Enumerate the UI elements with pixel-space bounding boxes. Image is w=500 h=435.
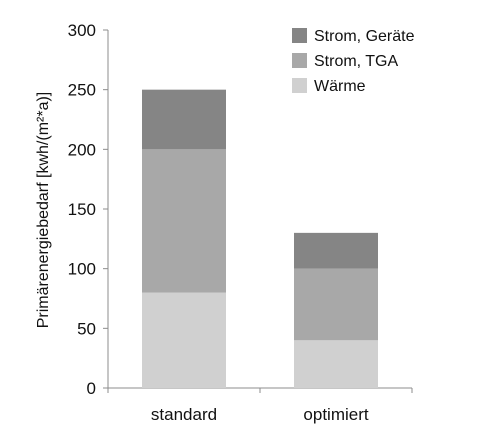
bar-segment-standard-1 — [142, 149, 226, 293]
y-tick-label: 200 — [68, 140, 96, 159]
x-category-label: standard — [151, 405, 217, 424]
bar-segment-optimiert-1 — [294, 268, 378, 341]
bar-segment-optimiert-2 — [294, 232, 378, 269]
y-axis-title: Primärenergiebedarf [kwh/(m²*a)] — [35, 92, 52, 329]
y-tick-label: 0 — [87, 379, 96, 398]
y-tick-label: 300 — [68, 21, 96, 40]
legend-swatch — [292, 28, 307, 43]
y-tick-label: 100 — [68, 260, 96, 279]
legend-swatch — [292, 53, 307, 68]
x-axis-categories: standard optimiert — [107, 388, 413, 424]
y-tick-label: 250 — [68, 81, 96, 100]
x-category-label: optimiert — [303, 405, 368, 424]
y-tick-label: 150 — [68, 200, 96, 219]
bar-segment-standard-2 — [142, 89, 226, 150]
legend: Strom, Geräte Strom, TGA Wärme — [292, 28, 415, 95]
legend-label: Strom, Geräte — [314, 28, 415, 45]
bar-segment-standard-0 — [142, 292, 226, 388]
legend-label: Strom, TGA — [314, 53, 398, 70]
bar-segment-optimiert-0 — [294, 340, 378, 388]
bars — [142, 89, 378, 388]
y-axis-ticks: 0 50 100 150 200 250 300 — [68, 21, 108, 398]
legend-swatch — [292, 78, 307, 93]
y-tick-label: 50 — [77, 319, 96, 338]
legend-label: Wärme — [314, 78, 366, 95]
